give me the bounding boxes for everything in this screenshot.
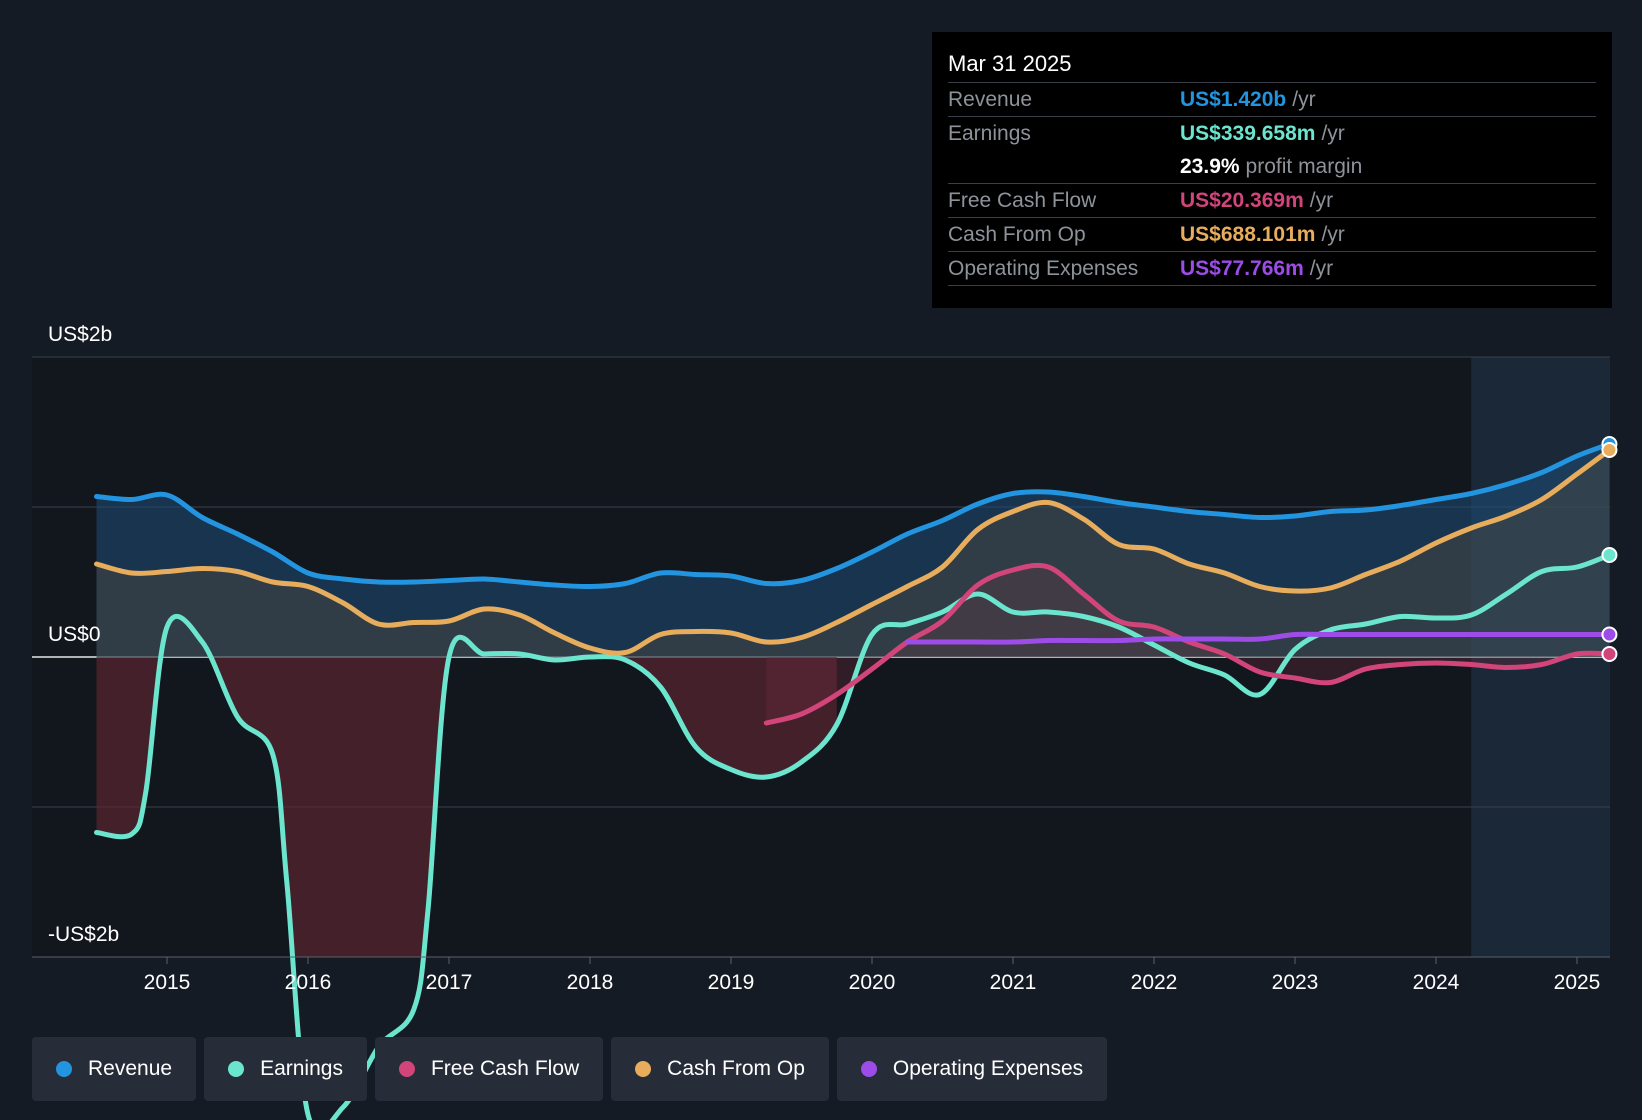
y-axis-label: -US$2b	[48, 923, 119, 946]
tooltip-label: Free Cash Flow	[948, 188, 1097, 212]
tooltip-unit: /yr	[1309, 256, 1334, 280]
free-cash-flow-area	[766, 565, 1610, 723]
tooltip-row: Free Cash Flow US$20.369m/yr	[948, 183, 1596, 217]
tooltip-value: US$1.420b	[1180, 87, 1287, 111]
legend-item-revenue[interactable]: Revenue	[32, 1037, 197, 1101]
legend-item-free-cash-flow[interactable]: Free Cash Flow	[374, 1037, 604, 1101]
tooltip-row: Revenue US$1.420b/yr	[948, 82, 1596, 116]
earnings-endpoint[interactable]	[1601, 547, 1618, 563]
legend-dot-icon	[398, 1061, 415, 1077]
operating-expenses-endpoint[interactable]	[1601, 626, 1618, 643]
earnings-negative-area	[96, 657, 837, 957]
tooltip-date: Mar 31 2025	[948, 51, 1072, 76]
legend-item-operating-expenses[interactable]: Operating Expenses	[836, 1037, 1108, 1101]
cash-from-op-endpoint[interactable]	[1601, 442, 1618, 458]
x-tick-label: 2016	[285, 971, 332, 994]
tooltip-value: US$20.369m	[1180, 188, 1304, 212]
tooltip-label: Cash From Op	[948, 222, 1086, 246]
tooltip-unit: /yr	[1292, 87, 1316, 111]
tooltip-unit: /yr	[1321, 121, 1345, 145]
legend-dot-icon	[228, 1061, 245, 1077]
x-tick-label: 2024	[1413, 971, 1460, 994]
tooltip-label: Earnings	[948, 121, 1031, 145]
tooltip-value: US$77.766m	[1180, 256, 1304, 280]
tooltip-unit: profit margin	[1245, 154, 1363, 178]
cash-from-op-line	[94, 447, 1612, 656]
tooltip-value: US$688.101m	[1180, 222, 1316, 246]
legend-label: Free Cash Flow	[430, 1057, 580, 1080]
operating-expenses-line	[904, 631, 1612, 645]
x-tick-label: 2018	[567, 971, 614, 994]
legend-label: Earnings	[260, 1057, 343, 1080]
legend-item-earnings[interactable]: Earnings	[204, 1037, 367, 1101]
x-tick-label: 2015	[144, 971, 191, 994]
legend-item-cash-from-op[interactable]: Cash From Op	[611, 1037, 829, 1101]
tooltip-value: US$339.658m	[1180, 121, 1316, 145]
tooltip-label: Revenue	[948, 87, 1033, 111]
tooltip-row: 23.9% profit margin	[948, 150, 1596, 183]
legend-label: Revenue	[88, 1057, 173, 1080]
x-tick-label: 2025	[1554, 971, 1601, 994]
tooltip-panel: Mar 31 2025 Revenue US$1.420b/yr Earnings U…	[932, 32, 1612, 308]
x-tick-label: 2019	[708, 971, 755, 994]
legend-label: Operating Expenses	[892, 1057, 1084, 1080]
tooltip-row: Operating Expenses US$77.766m/yr	[948, 251, 1596, 286]
free-cash-flow-endpoint[interactable]	[1601, 646, 1618, 662]
legend: Revenue Earnings Free Cash Flow Cash From O…	[32, 1037, 1108, 1101]
tooltip-unit: /yr	[1321, 222, 1345, 246]
tooltip-row: Cash From Op US$688.101m/yr	[948, 217, 1596, 251]
y-axis-label: US$0	[48, 623, 101, 646]
x-tick-label: 2020	[849, 971, 896, 994]
legend-label: Cash From Op	[667, 1057, 805, 1080]
x-tick-label: 2023	[1272, 971, 1319, 994]
tooltip-label: Operating Expenses	[948, 256, 1139, 280]
cash-from-op-area	[96, 450, 1610, 657]
x-tick-label: 2017	[426, 971, 473, 994]
tooltip-unit: /yr	[1309, 188, 1334, 212]
revenue-area	[96, 444, 1610, 657]
tooltip-row: Earnings US$339.658m/yr	[948, 116, 1596, 150]
revenue-line	[94, 441, 1612, 590]
y-axis-label: US$2b	[48, 323, 112, 346]
legend-dot-icon	[635, 1061, 652, 1077]
x-tick-label: 2022	[1131, 971, 1178, 994]
tooltip-value: 23.9%	[1180, 154, 1240, 178]
legend-dot-icon	[860, 1061, 877, 1077]
x-tick-label: 2021	[990, 971, 1037, 994]
legend-dot-icon	[56, 1061, 72, 1077]
